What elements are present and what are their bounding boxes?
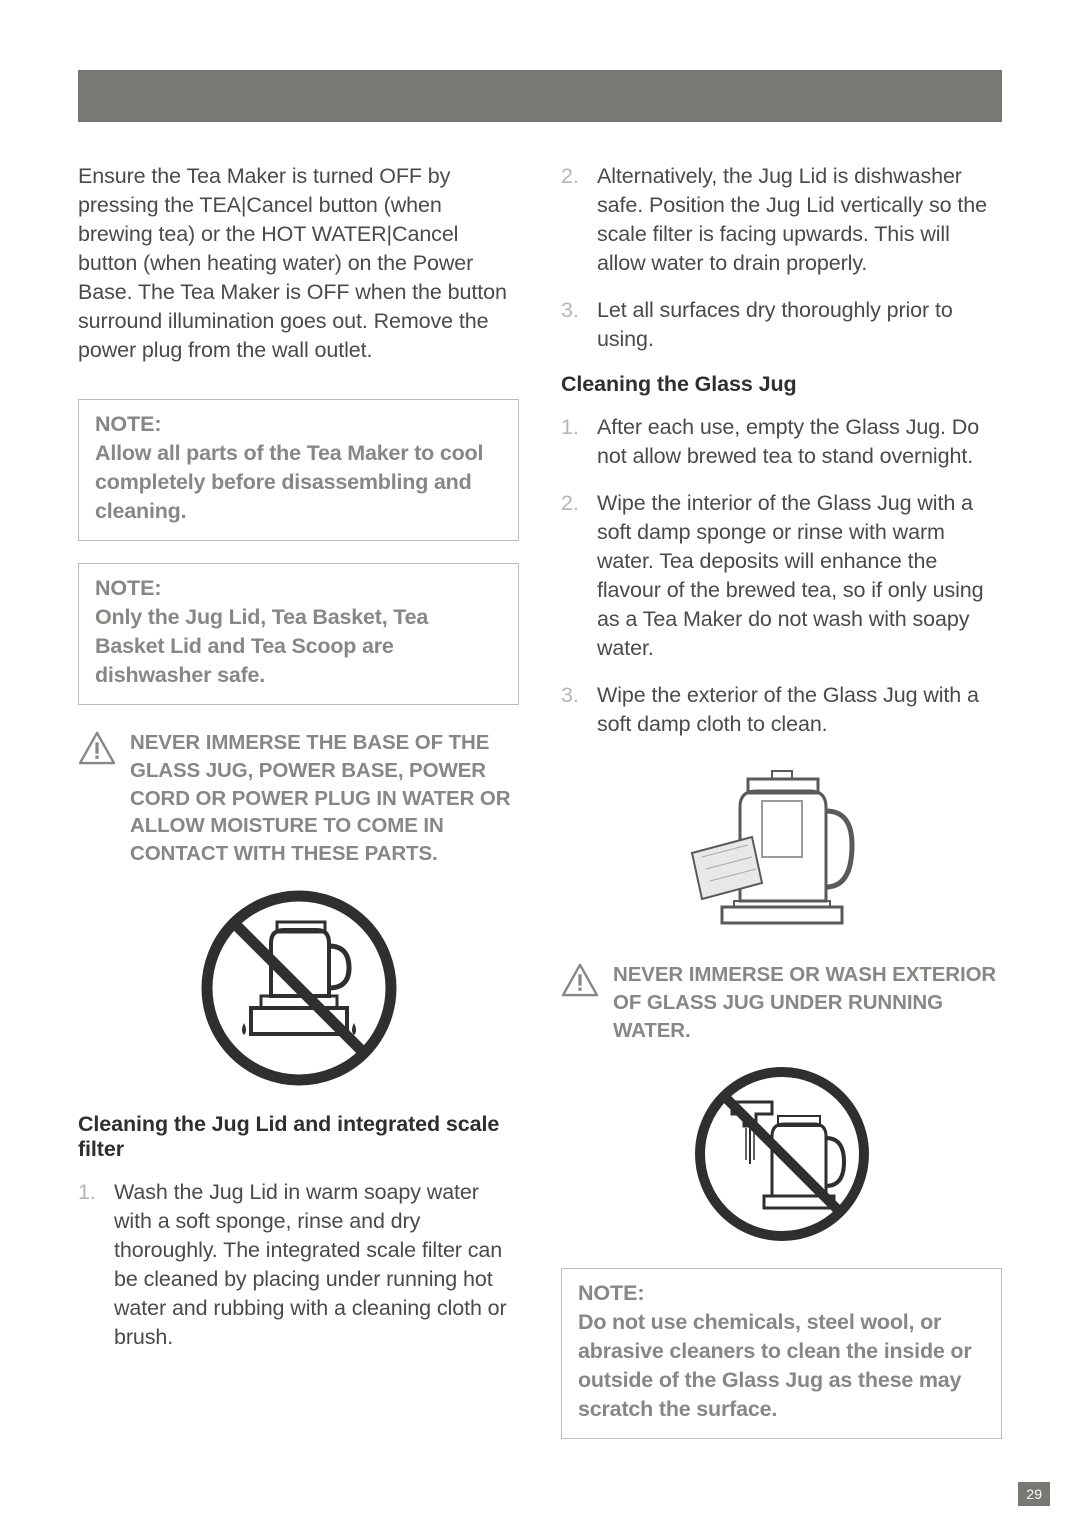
figure-no-running-water [561, 1064, 1002, 1244]
steps-list-2: After each use, empty the Glass Jug. Do … [561, 413, 1002, 739]
left-column: Ensure the Tea Maker is turned OFF by pr… [78, 162, 519, 1461]
note-box-3: NOTE: Do not use chemicals, steel wool, … [561, 1268, 1002, 1439]
section-heading: Cleaning the Glass Jug [561, 372, 1002, 397]
right-column: Alternatively, the Jug Lid is dishwasher… [561, 162, 1002, 1461]
note-body: Allow all parts of the Tea Maker to cool… [95, 439, 502, 526]
note-box-2: NOTE: Only the Jug Lid, Tea Basket, Tea … [78, 563, 519, 705]
header-bar [78, 70, 1002, 122]
steps-list: Wash the Jug Lid in warm soapy water wit… [78, 1178, 519, 1352]
intro-paragraph: Ensure the Tea Maker is turned OFF by pr… [78, 162, 519, 365]
warning-text: NEVER IMMERSE THE BASE OF THE GLASS JUG,… [130, 729, 519, 867]
warning-triangle-icon [78, 731, 116, 765]
steps-list-continued: Alternatively, the Jug Lid is dishwasher… [561, 162, 1002, 354]
warning-triangle-icon [561, 963, 599, 997]
note-box-1: NOTE: Allow all parts of the Tea Maker t… [78, 399, 519, 541]
note-body: Do not use chemicals, steel wool, or abr… [578, 1308, 985, 1424]
list-item: Let all surfaces dry thoroughly prior to… [561, 296, 1002, 354]
figure-no-immerse-base [78, 888, 519, 1088]
warning-block-2: NEVER IMMERSE OR WASH EXTERIOR OF GLASS … [561, 961, 1002, 1044]
list-item: After each use, empty the Glass Jug. Do … [561, 413, 1002, 471]
note-title: NOTE: [95, 576, 502, 601]
page-number: 29 [1018, 1482, 1050, 1506]
note-title: NOTE: [578, 1281, 985, 1306]
warning-block-1: NEVER IMMERSE THE BASE OF THE GLASS JUG,… [78, 729, 519, 867]
list-item: Alternatively, the Jug Lid is dishwasher… [561, 162, 1002, 278]
figure-jug-cloth [561, 757, 1002, 937]
list-item: Wipe the interior of the Glass Jug with … [561, 489, 1002, 663]
note-body: Only the Jug Lid, Tea Basket, Tea Basket… [95, 603, 502, 690]
warning-text: NEVER IMMERSE OR WASH EXTERIOR OF GLASS … [613, 961, 1002, 1044]
list-item: Wipe the exterior of the Glass Jug with … [561, 681, 1002, 739]
note-title: NOTE: [95, 412, 502, 437]
list-item: Wash the Jug Lid in warm soapy water wit… [78, 1178, 519, 1352]
section-heading: Cleaning the Jug Lid and integrated scal… [78, 1112, 519, 1162]
